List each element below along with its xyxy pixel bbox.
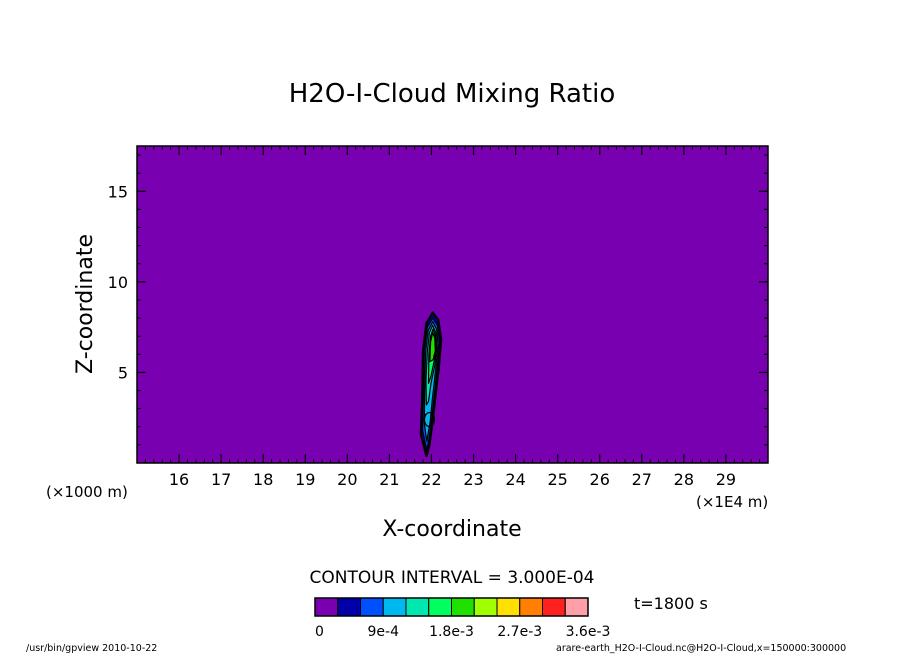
x-tick-label: 27: [632, 470, 652, 489]
colorbar-cell: [564, 597, 589, 617]
colorbar-cell: [451, 597, 475, 617]
footer-left: /usr/bin/gpview 2010-10-22: [26, 643, 157, 654]
x-tick-label: 24: [505, 470, 525, 489]
x-tick-label: 22: [421, 470, 441, 489]
colorbar-tick-label: 0: [315, 624, 324, 640]
x-tick-label: 17: [211, 470, 231, 489]
colorbar-cell: [382, 597, 407, 617]
chart-title: H2O-I-Cloud Mixing Ratio: [289, 79, 616, 109]
plot-background: [137, 146, 768, 463]
time-label: t=1800 s: [634, 594, 708, 613]
colorbar-tick-label: 3.6e-3: [566, 624, 611, 640]
colorbar-tick-label: 1.8e-3: [429, 624, 474, 640]
plot-area: 16 17 18 19 20 21 22 23 24 25 26 27 28 29 5 10 15: [108, 145, 769, 489]
colorbar-cell: [360, 597, 384, 617]
colorbar-cell: [337, 597, 361, 617]
x-tick-label: 25: [547, 470, 567, 489]
x-tick-label: 19: [295, 470, 315, 489]
colorbar-cell: [542, 597, 566, 617]
y-tick-label: 10: [108, 273, 128, 292]
x-tick-label: 28: [674, 470, 694, 489]
y-tick-label: 15: [108, 182, 128, 201]
x-tick-label: 20: [337, 470, 357, 489]
contour-interval-text: CONTOUR INTERVAL = 3.000E-04: [310, 568, 595, 588]
x-tick-label: 29: [716, 470, 736, 489]
contour-small-loop: [423, 411, 436, 428]
plot-frame: [136, 145, 769, 464]
colorbar-cell: [428, 597, 452, 617]
x-tick-label: 21: [379, 470, 399, 489]
x-unit-right: (×1E4 m): [696, 493, 768, 511]
x-tick-label: 23: [463, 470, 483, 489]
x-axis-ticks: 16 17 18 19 20 21 22 23 24 25 26 27 28 29: [144, 146, 761, 489]
y-axis-label: Z-coordinate: [73, 234, 98, 374]
colorbar-tick-label: 2.7e-3: [497, 624, 542, 640]
x-tick-label: 16: [169, 470, 189, 489]
x-tick-label: 26: [590, 470, 610, 489]
y-tick-label: 5: [118, 363, 128, 382]
colorbar-cell: [519, 597, 543, 617]
colorbar-labels: 0 9e-4 1.8e-3 2.7e-3 3.6e-3: [315, 624, 610, 640]
colorbar: [314, 597, 589, 617]
colorbar-cell: [473, 597, 498, 617]
colorbar-tick-label: 9e-4: [368, 624, 400, 640]
colorbar-cell: [405, 597, 430, 617]
x-unit-left: (×1000 m): [46, 483, 128, 501]
colorbar-cell: [496, 597, 521, 617]
colorbar-cell: [314, 597, 339, 617]
x-axis-label: X-coordinate: [382, 517, 521, 542]
contour-level-6: [429, 332, 436, 363]
x-tick-label: 18: [253, 470, 273, 489]
colorbar-frame: [314, 597, 589, 617]
cloud-contours: [419, 311, 443, 457]
y-axis-ticks: 5 10 15: [108, 154, 768, 446]
footer-right: arare-earth_H2O-I-Cloud.nc@H2O-I-Cloud,x…: [556, 643, 846, 654]
